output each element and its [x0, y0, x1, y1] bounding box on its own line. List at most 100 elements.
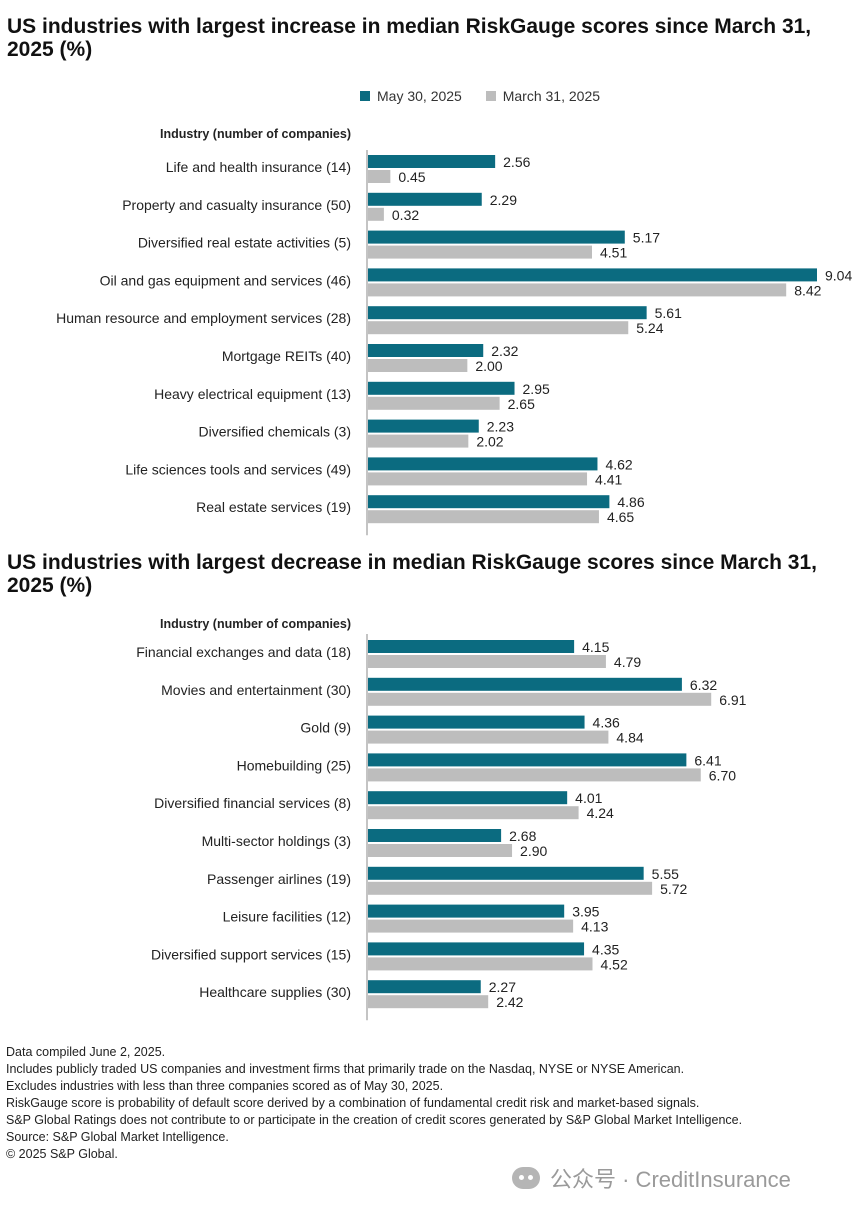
bar-march — [368, 692, 712, 706]
bar-march — [368, 245, 593, 259]
bar-march — [368, 472, 588, 486]
increase-bar-chart: Industry (number of companies) Life and h… — [56, 127, 852, 536]
category-label: Multi-sector holdings (3) — [202, 833, 351, 849]
chart-title-increase: US industries with largest increase in m… — [7, 15, 812, 61]
value-label-march: 0.45 — [398, 169, 425, 185]
bar-may — [368, 715, 585, 729]
value-label-may: 2.56 — [503, 154, 530, 170]
bar-may — [368, 980, 481, 994]
bar-may — [368, 306, 647, 320]
value-label-march: 6.70 — [709, 767, 736, 783]
watermark: 公众号 · CreditInsurance — [512, 1162, 791, 1194]
footnotes: Data compiled June 2, 2025. Includes pub… — [6, 1044, 826, 1163]
category-label: Diversified real estate activities (5) — [138, 235, 351, 251]
value-label-may: 5.17 — [633, 230, 660, 246]
bar-march — [368, 655, 606, 668]
value-label-march: 5.72 — [660, 881, 687, 897]
value-label-may: 5.61 — [655, 305, 682, 321]
category-label: Leisure facilities (12) — [223, 909, 351, 925]
bar-march — [368, 995, 489, 1009]
category-label: Heavy electrical equipment (13) — [154, 386, 351, 402]
value-label-march: 4.65 — [607, 509, 634, 525]
bar-march — [368, 434, 469, 448]
value-label-march: 4.41 — [595, 471, 622, 487]
bar-march — [368, 321, 629, 335]
bar-may — [368, 344, 484, 357]
category-label: Human resource and employment services (… — [56, 310, 351, 326]
chart-title-decrease: US industries with largest decrease in m… — [7, 551, 817, 597]
value-label-march: 5.24 — [636, 320, 663, 336]
value-label-may: 4.01 — [575, 790, 602, 806]
category-label: Diversified financial services (8) — [154, 795, 351, 811]
value-label-may: 2.95 — [523, 381, 550, 397]
bar-may — [368, 495, 610, 509]
value-label-march: 2.90 — [520, 843, 547, 859]
value-label-may: 4.36 — [593, 715, 620, 731]
value-label-may: 5.55 — [652, 866, 679, 882]
category-label: Healthcare supplies (30) — [199, 984, 351, 1000]
wechat-icon — [512, 1167, 540, 1189]
value-label-may: 4.62 — [605, 456, 632, 472]
bar-march — [368, 359, 468, 372]
bar-may — [368, 791, 568, 805]
category-header: Industry (number of companies) — [160, 127, 351, 141]
bar-may — [368, 640, 575, 653]
footnote-definition: RiskGauge score is probability of defaul… — [6, 1096, 700, 1110]
legend-item-may: May 30, 2025 — [360, 88, 462, 104]
footnote-inclusion: Includes publicly traded US companies an… — [6, 1062, 685, 1076]
category-label: Diversified chemicals (3) — [199, 424, 351, 440]
category-label: Passenger airlines (19) — [207, 871, 351, 887]
category-label: Life sciences tools and services (49) — [125, 461, 351, 477]
bar-may — [368, 381, 515, 395]
value-label-may: 2.68 — [509, 828, 536, 844]
category-label: Mortgage REITs (40) — [222, 348, 351, 364]
value-label-may: 4.15 — [582, 639, 609, 655]
footnote-exclusion: Excludes industries with less than three… — [6, 1079, 444, 1093]
legend: May 30, 2025 March 31, 2025 — [360, 88, 620, 104]
category-label: Oil and gas equipment and services (46) — [100, 272, 351, 288]
bar-march — [368, 510, 599, 524]
value-label-march: 2.02 — [476, 434, 503, 450]
value-label-march: 2.65 — [508, 396, 535, 412]
bar-may — [368, 457, 598, 471]
value-label-march: 4.52 — [601, 956, 628, 972]
value-label-march: 2.42 — [496, 994, 523, 1010]
legend-label-may: May 30, 2025 — [377, 88, 462, 104]
category-label: Homebuilding (25) — [237, 757, 351, 773]
category-label: Life and health insurance (14) — [166, 159, 351, 175]
bar-may — [368, 904, 565, 918]
footnote-data-compiled: Data compiled June 2, 2025. — [6, 1045, 166, 1059]
value-label-march: 4.84 — [616, 730, 643, 746]
legend-label-march: March 31, 2025 — [502, 88, 601, 104]
value-label-may: 2.27 — [489, 979, 516, 995]
bar-may — [368, 419, 479, 433]
value-label-march: 4.79 — [614, 654, 641, 670]
bar-march — [368, 207, 384, 221]
value-label-may: 4.86 — [617, 494, 644, 510]
value-label-march: 6.91 — [719, 692, 746, 708]
legend-swatch-may — [360, 91, 370, 101]
legend-item-march: March 31, 2025 — [485, 88, 601, 104]
bar-march — [368, 730, 609, 744]
category-label: Movies and entertainment (30) — [161, 682, 351, 698]
value-label-march: 0.32 — [392, 207, 419, 223]
value-label-may: 6.41 — [694, 752, 721, 768]
decrease-bar-chart: Industry (number of companies) Financial … — [136, 617, 747, 1021]
value-label-march: 2.00 — [475, 358, 502, 374]
value-label-may: 9.04 — [825, 267, 852, 283]
bar-may — [368, 230, 625, 244]
legend-swatch-march — [485, 91, 496, 101]
footnote-copyright: © 2025 S&P Global. — [6, 1147, 118, 1161]
bar-may — [368, 829, 502, 842]
category-header: Industry (number of companies) — [160, 617, 351, 631]
category-label: Real estate services (19) — [196, 499, 351, 515]
bar-march — [368, 768, 701, 782]
value-label-may: 4.35 — [592, 941, 619, 957]
bar-may — [368, 942, 585, 956]
value-label-may: 6.32 — [690, 677, 717, 693]
value-label-may: 2.23 — [487, 419, 514, 435]
bar-march — [368, 881, 653, 895]
watermark-text: 公众号 · CreditInsurance — [550, 1167, 791, 1192]
category-label: Property and casualty insurance (50) — [122, 197, 351, 213]
bar-may — [368, 753, 687, 767]
